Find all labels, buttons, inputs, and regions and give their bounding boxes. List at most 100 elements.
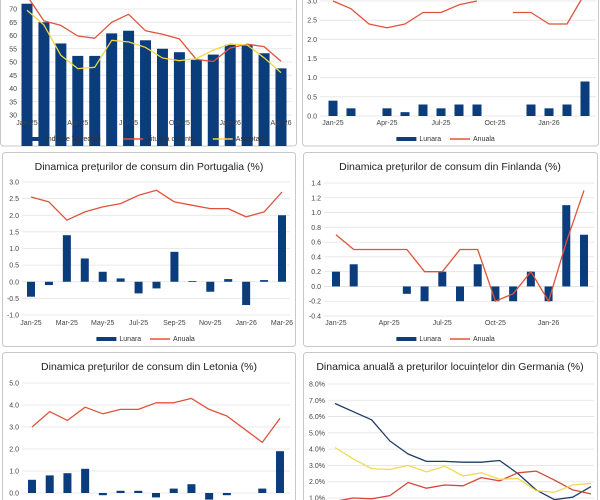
y-tick-label: 1.4	[311, 181, 321, 188]
series-line	[31, 397, 281, 444]
bar	[44, 281, 53, 286]
series-line	[338, 470, 592, 500]
y-tick-label: 0.6	[311, 240, 321, 247]
y-tick-label: 1.0	[311, 210, 321, 217]
x-tick-label: Jan-25	[16, 120, 38, 127]
bar	[332, 271, 340, 287]
x-tick-label: Apr-25	[67, 120, 88, 127]
bar	[140, 40, 152, 146]
y-tick-label: 55	[9, 46, 17, 53]
bar	[116, 490, 125, 493]
bar	[258, 53, 270, 146]
y-tick-label: -0.4	[309, 314, 321, 321]
bar	[62, 235, 71, 282]
legend-label: Lunara	[419, 136, 441, 143]
x-tick-label: Jan-26	[538, 320, 560, 327]
chart-title: Dinamica prețurilor de consum din Letoni…	[41, 361, 257, 373]
chart-germany-housing: Dinamica anuală a prețurilor locuințelor…	[309, 361, 594, 500]
bar	[134, 490, 143, 493]
series-line	[513, 0, 582, 25]
x-tick-label: Oct-25	[169, 120, 190, 127]
chart-cpi-finland: Dinamica prețurilor de consum din Finlan…	[309, 161, 594, 343]
y-tick-label: 0.0	[9, 491, 19, 498]
series-line	[26, 9, 282, 74]
bar	[580, 234, 588, 287]
y-tick-label: 1.0	[9, 469, 19, 476]
series-line	[30, 189, 283, 221]
bar	[206, 281, 215, 292]
x-tick-label: Sep-25	[163, 320, 186, 327]
series-line	[29, 0, 282, 63]
bar	[473, 264, 482, 287]
bar	[45, 475, 54, 493]
bar	[349, 264, 358, 287]
legend-swatch-bar	[396, 337, 417, 341]
y-tick-label: 0.0	[9, 279, 19, 286]
bar	[400, 112, 410, 116]
panel-germany-housing	[303, 352, 598, 500]
bar	[224, 44, 236, 146]
x-tick-label: Apr-25	[379, 320, 400, 327]
y-tick-label: 0.2	[311, 269, 321, 276]
bar	[526, 104, 536, 116]
chart-confidence-index: 30 35 40 45 50 55 60 65 70 Jan-25 Apr-25 Jul-25 Oct-…	[9, 0, 292, 146]
y-tick-label: 30	[9, 113, 17, 120]
x-tick-label: Jul-25	[431, 120, 450, 127]
y-tick-label: 3.0%	[309, 463, 325, 470]
x-tick-label: Apr-26	[270, 120, 291, 127]
y-tick-label: 2.0	[9, 213, 19, 220]
y-tick-label: 5.0%	[309, 430, 325, 437]
bar	[27, 281, 35, 297]
bar	[63, 473, 72, 493]
bar	[222, 493, 231, 496]
x-tick-label: Jan-25	[322, 120, 344, 127]
legend-label: Anuala	[473, 136, 495, 143]
bar	[418, 104, 428, 116]
bar	[438, 271, 447, 287]
panel-cpi-latvia	[2, 352, 296, 500]
bar	[28, 479, 36, 493]
bar	[278, 215, 286, 282]
legend-swatch-bar	[396, 137, 417, 141]
bar	[169, 488, 178, 493]
bar	[562, 104, 572, 116]
x-tick-label: Mar-25	[56, 320, 78, 327]
bar	[152, 493, 160, 498]
series-line	[332, 0, 478, 29]
bar	[382, 108, 392, 116]
bar	[258, 488, 267, 493]
x-tick-label: Oct-25	[484, 120, 505, 127]
bar	[188, 281, 197, 282]
y-tick-label: 0.5	[9, 263, 19, 270]
x-tick-label: Oct-25	[485, 320, 506, 327]
chart-cpi-latvia: Dinamica prețurilor de consum din Letoni…	[9, 361, 290, 500]
y-tick-label: 0.8	[311, 225, 321, 232]
x-tick-label: Nov-25	[199, 320, 222, 327]
bar	[72, 55, 84, 146]
y-tick-label: 8.0%	[309, 382, 325, 389]
x-tick-label: Jan-25	[325, 320, 347, 327]
legend-label: Lunara	[119, 336, 141, 343]
bar	[276, 451, 284, 493]
y-tick-label: -0.5	[7, 296, 19, 303]
bar	[491, 286, 500, 302]
y-tick-label: 0.0	[307, 114, 317, 121]
bar	[402, 286, 411, 294]
y-tick-label: 3.0	[9, 180, 19, 187]
bar	[170, 251, 179, 282]
chart-title: Dinamica prețurilor de consum din Portug…	[35, 161, 264, 173]
y-tick-label: 2.0	[9, 447, 19, 454]
x-tick-label: Jan-26	[219, 120, 241, 127]
y-tick-label: 45	[9, 73, 17, 80]
bar	[123, 30, 135, 146]
bar	[454, 104, 464, 116]
bar	[562, 205, 571, 287]
x-tick-label: Apr-25	[376, 120, 397, 127]
bar	[207, 54, 219, 146]
legend-label: Indicele încrederii	[46, 136, 101, 143]
y-tick-label: 3.0	[9, 425, 19, 432]
bar	[106, 33, 118, 146]
x-tick-label: Jan-25	[20, 320, 42, 327]
bar	[242, 281, 251, 306]
y-tick-label: 70	[9, 7, 17, 14]
